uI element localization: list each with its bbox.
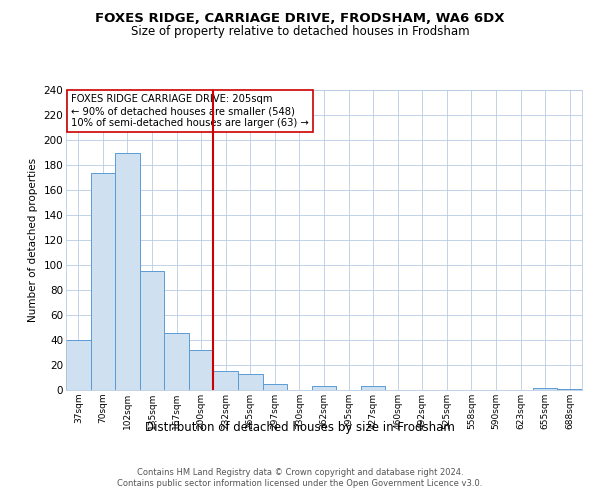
Bar bbox=[361, 386, 385, 390]
Bar bbox=[164, 332, 189, 390]
Bar bbox=[189, 350, 214, 390]
Bar bbox=[312, 386, 336, 390]
Text: FOXES RIDGE CARRIAGE DRIVE: 205sqm
← 90% of detached houses are smaller (548)
10: FOXES RIDGE CARRIAGE DRIVE: 205sqm ← 90%… bbox=[71, 94, 309, 128]
Text: Size of property relative to detached houses in Frodsham: Size of property relative to detached ho… bbox=[131, 25, 469, 38]
Text: Distribution of detached houses by size in Frodsham: Distribution of detached houses by size … bbox=[145, 421, 455, 434]
Bar bbox=[115, 152, 140, 390]
Bar bbox=[533, 388, 557, 390]
Bar bbox=[214, 371, 238, 390]
Bar bbox=[263, 384, 287, 390]
Bar bbox=[557, 389, 582, 390]
Text: Contains HM Land Registry data © Crown copyright and database right 2024.
Contai: Contains HM Land Registry data © Crown c… bbox=[118, 468, 482, 487]
Y-axis label: Number of detached properties: Number of detached properties bbox=[28, 158, 38, 322]
Bar bbox=[238, 374, 263, 390]
Text: FOXES RIDGE, CARRIAGE DRIVE, FRODSHAM, WA6 6DX: FOXES RIDGE, CARRIAGE DRIVE, FRODSHAM, W… bbox=[95, 12, 505, 26]
Bar bbox=[140, 271, 164, 390]
Bar bbox=[91, 172, 115, 390]
Bar bbox=[66, 340, 91, 390]
